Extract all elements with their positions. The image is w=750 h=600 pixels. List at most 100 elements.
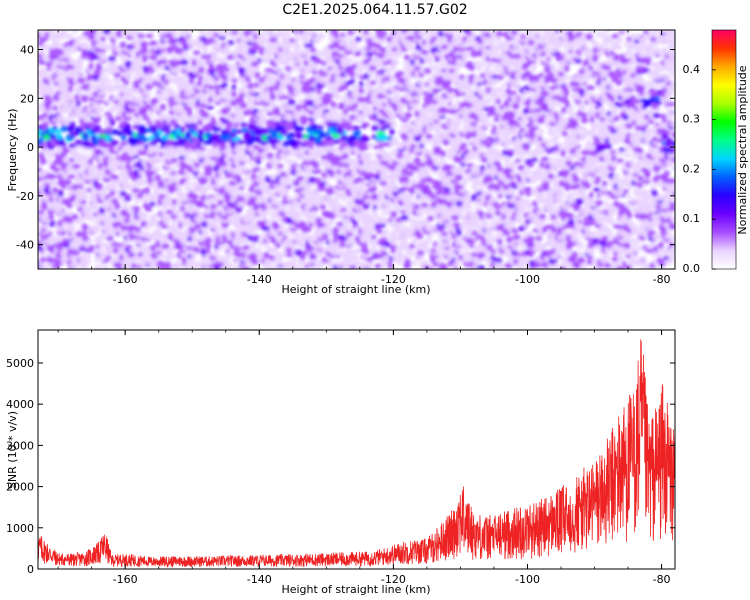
heatmap-cell [239,102,248,109]
heatmap-cell [321,194,327,201]
heatmap-cell [38,32,42,38]
heatmap-cell [87,158,94,166]
heatmap-cell [76,176,86,183]
heatmap-cell [179,53,188,59]
heatmap-cell [42,57,52,63]
heatmap-cell [349,78,356,85]
heatmap-cell [283,181,291,187]
heatmap-cell [273,106,281,112]
heatmap-cell [231,84,237,91]
heatmap-cell [127,252,137,258]
heatmap-cell [88,62,94,70]
heatmap-cell [314,98,323,106]
heatmap-cell [379,127,386,132]
heatmap-cell [197,119,204,126]
heatmap-cell [327,263,334,269]
heatmap-cell [487,97,493,103]
heatmap-cell [246,82,254,90]
heatmap-cell [214,225,221,233]
heatmap-cell [366,153,373,158]
heatmap-cell [145,33,154,39]
heatmap-cell [456,121,462,128]
heatmap-cell [371,209,378,217]
heatmap-cell [341,194,348,202]
heatmap-cell [283,177,293,182]
heatmap-cell [132,220,140,226]
heatmap-cell [138,170,144,176]
heatmap-cell [102,30,112,35]
heatmap-cell [111,104,119,112]
heatmap-cell [299,243,306,249]
heatmap-cell [44,228,51,234]
heatmap-cell [168,36,176,44]
heatmap-cell [86,238,93,244]
heatmap-cell [179,65,188,70]
heatmap-cell [193,125,199,131]
heatmap-cell [324,181,331,189]
heatmap-cell [153,145,161,152]
heatmap-cell [69,46,79,54]
heatmap-cell [121,84,128,90]
chart-title: C2E1.2025.064.11.57.G02 [282,2,468,18]
heatmap-cell [40,256,47,263]
heatmap-cell [65,33,74,40]
heatmap-cell [52,125,58,131]
heatmap-cell [162,93,171,102]
heatmap-cell [269,32,277,38]
heatmap-cell [188,225,197,234]
heatmap-cell [73,40,80,48]
heatmap-cell [332,238,339,244]
heatmap-cell [269,212,278,220]
heatmap-cell [495,30,504,37]
heatmap-cell [160,209,168,216]
heatmap-cell [386,36,393,42]
heatmap-cell [367,142,375,149]
heatmap-cell [204,132,213,138]
heatmap-cell [76,77,86,84]
heatmap-cell [113,76,120,84]
heatmap-cell [423,238,433,244]
heatmap-cell [120,244,126,253]
heatmap-cell [66,203,73,209]
heatmap-cell [132,88,141,95]
heatmap-cell [144,206,153,212]
heatmap-cell [200,95,209,103]
heatmap-cell [85,46,94,52]
heatmap-cell [62,246,69,253]
heatmap-cell [383,105,391,113]
heatmap-cell [336,221,344,227]
heatmap-cell [57,42,66,48]
heatmap-cell [205,248,211,254]
heatmap-cell [488,196,498,203]
heatmap-cell [217,175,225,181]
heatmap-cell [194,183,200,190]
heatmap-cell [63,210,69,217]
heatmap-cell [62,237,68,245]
heatmap-cell [89,32,96,40]
heatmap-cell [486,225,492,233]
heatmap-cell [132,180,140,188]
heatmap-cell [495,98,502,105]
heatmap-cell [175,47,184,55]
heatmap-cell [95,65,103,72]
heatmap-cell [499,262,506,268]
heatmap-cell [290,208,297,214]
heatmap-cell [338,128,345,135]
heatmap-cell [175,259,182,267]
heatmap-cell [100,36,106,42]
heatmap-cell [110,140,119,145]
heatmap-cell [134,199,141,205]
heatmap-cell [493,63,501,71]
heatmap-cell [158,123,165,130]
heatmap-cell [421,146,429,155]
heatmap-cell [136,192,144,199]
heatmap-cell [137,109,144,115]
heatmap-cell [433,146,442,153]
heatmap-cell [287,132,296,138]
heatmap-cell [159,54,168,60]
heatmap-cell [61,146,68,152]
heatmap-cell [81,153,90,160]
heatmap-cell [179,126,186,134]
heatmap-cell [162,261,172,268]
